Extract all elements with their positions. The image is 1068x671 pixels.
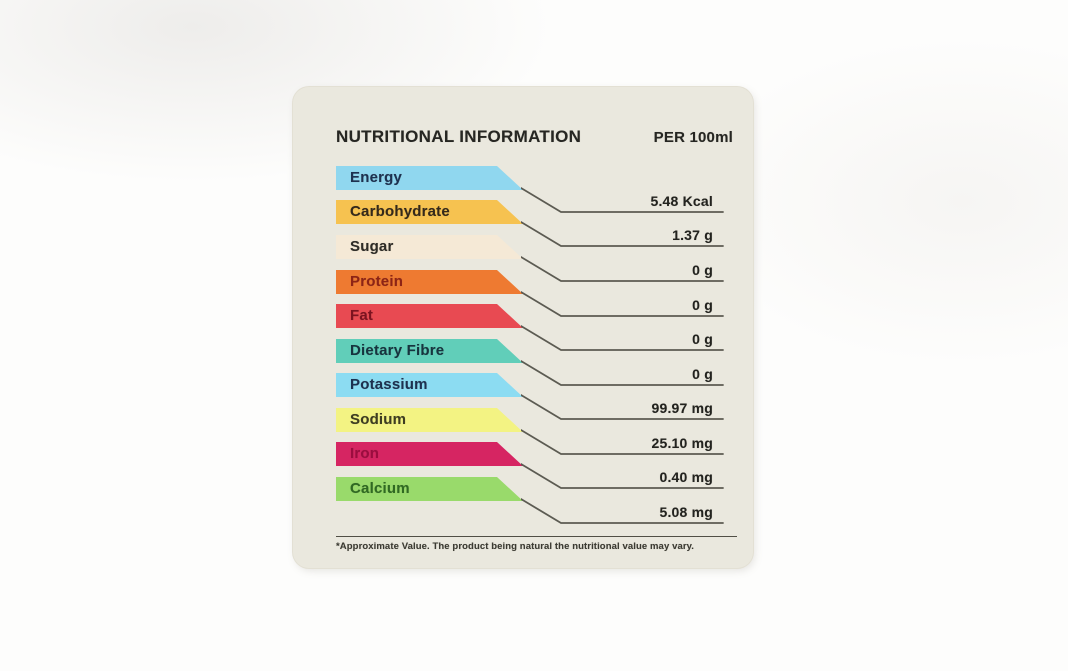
nutrient-label: Protein xyxy=(350,273,404,290)
nutrient-label: Dietary Fibre xyxy=(350,342,445,359)
nutrient-label: Fat xyxy=(350,307,374,324)
header-per-serving: PER 100ml xyxy=(653,129,733,146)
leader-line xyxy=(521,360,724,386)
nutrient-label: Energy xyxy=(350,169,403,186)
nutrient-value: 0 g xyxy=(692,262,713,278)
nutrient-row-sodium: Sodium 25.10 mg xyxy=(293,408,753,460)
leader-line xyxy=(521,429,724,455)
nutrient-row-carbohydrate: Carbohydrate 1.37 g xyxy=(293,200,753,252)
nutrient-value: 5.08 mg xyxy=(659,504,713,520)
nutrient-row-sugar: Sugar 0 g xyxy=(293,235,753,287)
nutrient-value: 5.48 Kcal xyxy=(650,193,713,209)
nutrient-banner: Dietary Fibre xyxy=(336,339,523,363)
nutrient-banner: Fat xyxy=(336,304,523,328)
nutrient-label: Sugar xyxy=(350,238,394,255)
nutrient-value: 0 g xyxy=(692,366,713,382)
nutrient-banner: Iron xyxy=(336,442,523,466)
nutrient-row-potassium: Potassium 99.97 mg xyxy=(293,373,753,425)
leader-line xyxy=(521,187,724,213)
footer-divider xyxy=(336,536,737,537)
nutrient-value: 1.37 g xyxy=(672,227,713,243)
nutrient-value: 25.10 mg xyxy=(651,435,713,451)
nutrient-row-protein: Protein 0 g xyxy=(293,270,753,322)
nutrient-banner: Protein xyxy=(336,270,523,294)
nutrient-label: Potassium xyxy=(350,376,428,393)
nutrient-row-energy: Energy 5.48 Kcal xyxy=(293,166,753,218)
nutrient-banner: Energy xyxy=(336,166,523,190)
leader-line xyxy=(521,256,724,282)
leader-line xyxy=(521,325,724,351)
nutrient-label: Sodium xyxy=(350,411,407,428)
nutrient-banner: Sugar xyxy=(336,235,523,259)
leader-line xyxy=(521,498,724,524)
header-title: NUTRITIONAL INFORMATION xyxy=(336,127,582,146)
nutrient-value: 0 g xyxy=(692,297,713,313)
nutrient-banner: Calcium xyxy=(336,477,523,501)
nutrient-banner: Potassium xyxy=(336,373,523,397)
nutrient-row-dietary-fibre: Dietary Fibre 0 g xyxy=(293,339,753,391)
nutrition-label: NUTRITIONAL INFORMATION PER 100ml Energy… xyxy=(293,87,753,568)
nutrient-label: Carbohydrate xyxy=(350,203,450,220)
nutrient-value: 99.97 mg xyxy=(651,400,713,416)
nutrient-banner: Sodium xyxy=(336,408,523,432)
nutrient-value: 0.40 mg xyxy=(659,469,713,485)
footer-disclaimer: *Approximate Value. The product being na… xyxy=(336,541,695,552)
nutrient-value: 0 g xyxy=(692,331,713,347)
nutrient-row-calcium: Calcium 5.08 mg xyxy=(293,477,753,529)
nutrient-label: Calcium xyxy=(350,480,410,497)
nutrient-row-iron: Iron 0.40 mg xyxy=(293,442,753,494)
label-header: NUTRITIONAL INFORMATION PER 100ml xyxy=(336,127,733,147)
nutrient-label: Iron xyxy=(350,445,380,462)
nutrient-row-fat: Fat 0 g xyxy=(293,304,753,356)
nutrient-banner: Carbohydrate xyxy=(336,200,523,224)
leader-line xyxy=(521,394,724,420)
leader-line xyxy=(521,291,724,317)
leader-line xyxy=(521,463,724,489)
leader-line xyxy=(521,221,724,247)
